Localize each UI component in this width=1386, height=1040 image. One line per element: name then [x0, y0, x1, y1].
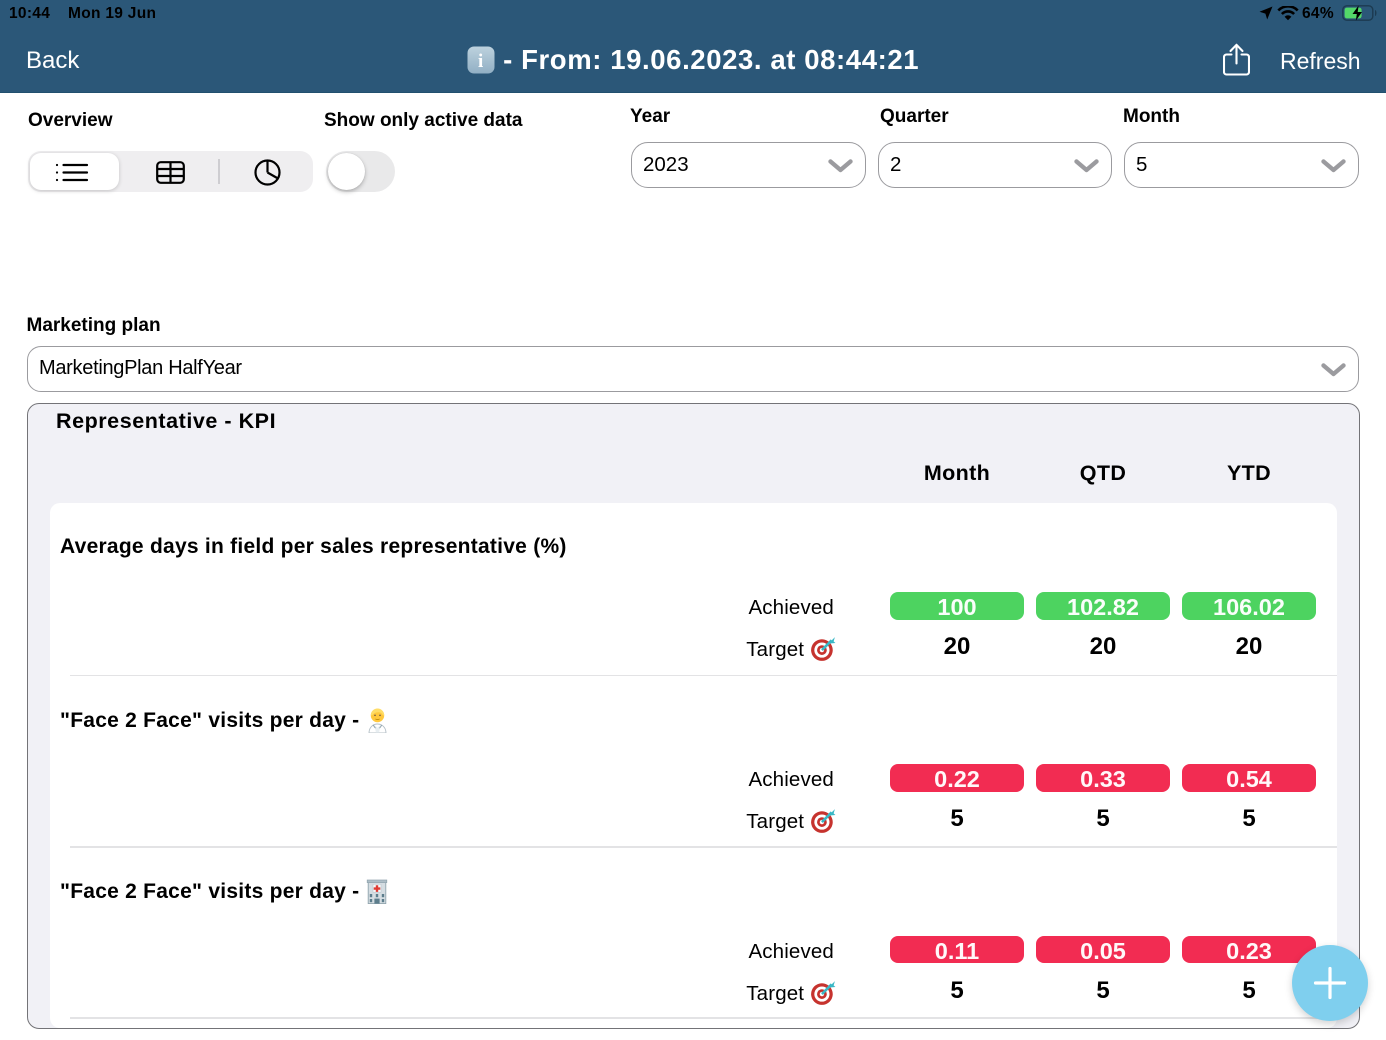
svg-text:i: i — [478, 51, 484, 72]
